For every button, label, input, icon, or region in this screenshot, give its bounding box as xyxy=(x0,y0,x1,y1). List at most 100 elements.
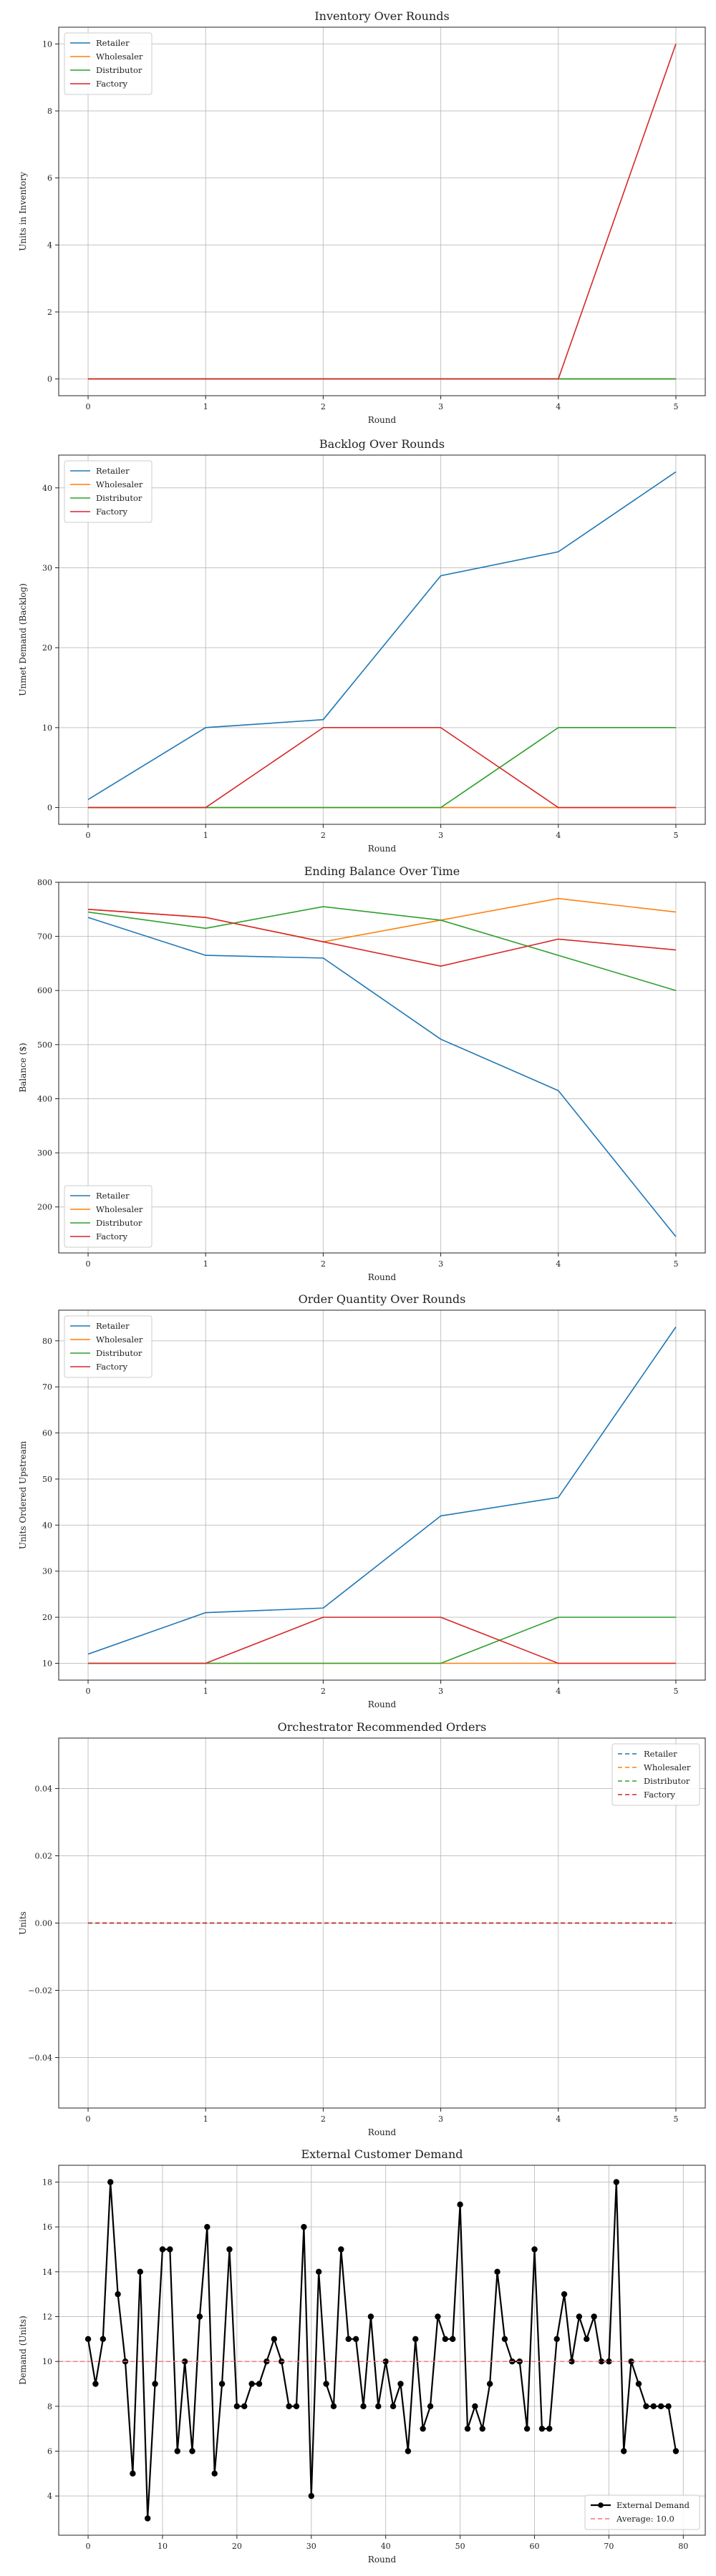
data-point xyxy=(420,2425,426,2432)
data-point xyxy=(352,2336,359,2343)
x-tick-label: 1 xyxy=(203,1259,208,1269)
series-retailer-line xyxy=(87,917,677,1237)
y-tick-label: 14 xyxy=(42,2268,52,2277)
x-axis-label: Round xyxy=(368,1272,397,1282)
data-point xyxy=(613,2179,620,2185)
y-tick-label: 18 xyxy=(42,2178,52,2187)
y-axis-label: Balance ($) xyxy=(18,1043,28,1092)
data-point xyxy=(546,2425,553,2432)
data-point xyxy=(211,2470,218,2477)
chart-2: Backlog Over Rounds 0 1 2 3 4 5 0 10 20 30 40 Round U… xyxy=(18,437,706,854)
series-retailer-line xyxy=(87,1327,677,1655)
data-point xyxy=(367,2313,374,2320)
series-factory-line xyxy=(88,1616,676,1664)
data-point xyxy=(427,2403,434,2410)
y-tick-label: 200 xyxy=(37,1203,52,1212)
chart-title: Orchestrator Recommended Orders xyxy=(278,1720,487,1734)
y-tick-label: 8 xyxy=(47,107,52,116)
data-point xyxy=(107,2179,114,2185)
legend-entry: External Demand xyxy=(616,2500,690,2510)
series-external-demand-line xyxy=(87,2181,677,2519)
legend-entry: Factory xyxy=(96,507,128,517)
y-tick-label: −0.04 xyxy=(28,2054,52,2063)
chart-5: Orchestrator Recommended Orders 0 1 2 3 4 5 −0.… xyxy=(18,1720,706,2137)
legend-box xyxy=(64,1185,153,1248)
legend-entry: Distributor xyxy=(96,1218,142,1228)
x-tick-label: 3 xyxy=(438,1259,443,1269)
y-tick-label: 2 xyxy=(47,308,52,317)
data-point xyxy=(405,2448,412,2454)
data-point xyxy=(196,2313,203,2320)
y-axis-label: Demand (Units) xyxy=(18,2316,28,2385)
legend: Retailer Wholesaler Distributor Factory xyxy=(64,1185,153,1248)
y-tick-label: 600 xyxy=(37,986,52,995)
chart-title: Order Quantity Over Rounds xyxy=(299,1292,466,1306)
data-point xyxy=(591,2313,597,2320)
y-tick-label: 0.04 xyxy=(35,1785,53,1794)
y-tick-label: 40 xyxy=(42,1521,52,1530)
legend-entry: Retailer xyxy=(96,38,130,48)
plot-frame xyxy=(58,2165,706,2536)
data-point xyxy=(323,2381,329,2387)
data-point xyxy=(301,2223,307,2230)
legend-box xyxy=(611,1743,700,1806)
x-tick-label: 30 xyxy=(306,2542,316,2551)
x-tick-label: 3 xyxy=(438,1687,443,1696)
data-point xyxy=(271,2336,278,2343)
x-tick-label: 70 xyxy=(604,2542,614,2551)
legend-entry: Factory xyxy=(644,1790,676,1800)
x-tick-label: 0 xyxy=(86,831,91,840)
plot-frame xyxy=(58,882,706,1254)
x-tick-label: 20 xyxy=(232,2542,242,2551)
plot-frame xyxy=(58,26,706,396)
chart-1: Inventory Over Rounds 0 1 2 3 4 5 0 2 4 6 8 10 Round U… xyxy=(18,9,706,425)
data-point xyxy=(167,2246,173,2253)
legend: Retailer Wholesaler Distributor Factory xyxy=(64,460,153,523)
data-point xyxy=(390,2403,397,2410)
x-tick-label: 2 xyxy=(321,2114,326,2124)
legend-entry: Factory xyxy=(96,1231,128,1241)
data-point xyxy=(479,2425,485,2432)
y-tick-label: 0.02 xyxy=(35,1852,53,1861)
legend: Retailer Wholesaler Distributor Factory xyxy=(64,32,153,95)
data-point xyxy=(152,2381,158,2387)
data-point xyxy=(531,2246,538,2253)
y-axis-label: Units Ordered Upstream xyxy=(18,1440,28,1549)
data-point xyxy=(181,2358,188,2365)
legend-entry: Retailer xyxy=(96,466,130,476)
y-tick-label: 0 xyxy=(47,375,52,384)
legend: Retailer Wholesaler Distributor Factory xyxy=(64,1315,153,1378)
plot-frame xyxy=(58,1309,706,1681)
legend: External Demand Average: 10.0 xyxy=(584,2494,700,2530)
y-tick-label: 30 xyxy=(42,563,52,572)
legend: Retailer Wholesaler Distributor Factory xyxy=(611,1743,700,1806)
data-point xyxy=(464,2425,471,2432)
legend-entry: Distributor xyxy=(96,65,142,75)
x-tick-label: 60 xyxy=(530,2542,540,2551)
legend-entry: Distributor xyxy=(644,1776,690,1786)
data-point xyxy=(569,2358,575,2365)
chart-6: External Customer Demand 0 10 20 30 40 50 60 70 8… xyxy=(18,2147,706,2565)
data-point xyxy=(672,2448,679,2454)
legend-marker xyxy=(598,2502,604,2508)
data-point xyxy=(144,2515,151,2522)
data-point xyxy=(494,2268,500,2275)
x-tick-label: 1 xyxy=(203,402,208,411)
data-point xyxy=(606,2358,612,2365)
data-point xyxy=(226,2246,233,2253)
data-point xyxy=(561,2290,568,2298)
y-tick-label: 4 xyxy=(47,2492,52,2501)
series-factory-line xyxy=(88,727,676,809)
y-tick-label: 700 xyxy=(37,932,52,942)
data-point xyxy=(189,2448,195,2454)
x-tick-label: 0 xyxy=(86,2542,91,2551)
data-point xyxy=(598,2358,605,2365)
data-point xyxy=(338,2246,344,2253)
legend-entry: Wholesaler xyxy=(96,1204,143,1214)
data-point xyxy=(457,2201,463,2208)
y-tick-label: 8 xyxy=(47,2402,52,2411)
x-axis-label: Round xyxy=(368,1699,397,1709)
data-point xyxy=(330,2403,337,2410)
series-factory-line xyxy=(87,909,677,967)
